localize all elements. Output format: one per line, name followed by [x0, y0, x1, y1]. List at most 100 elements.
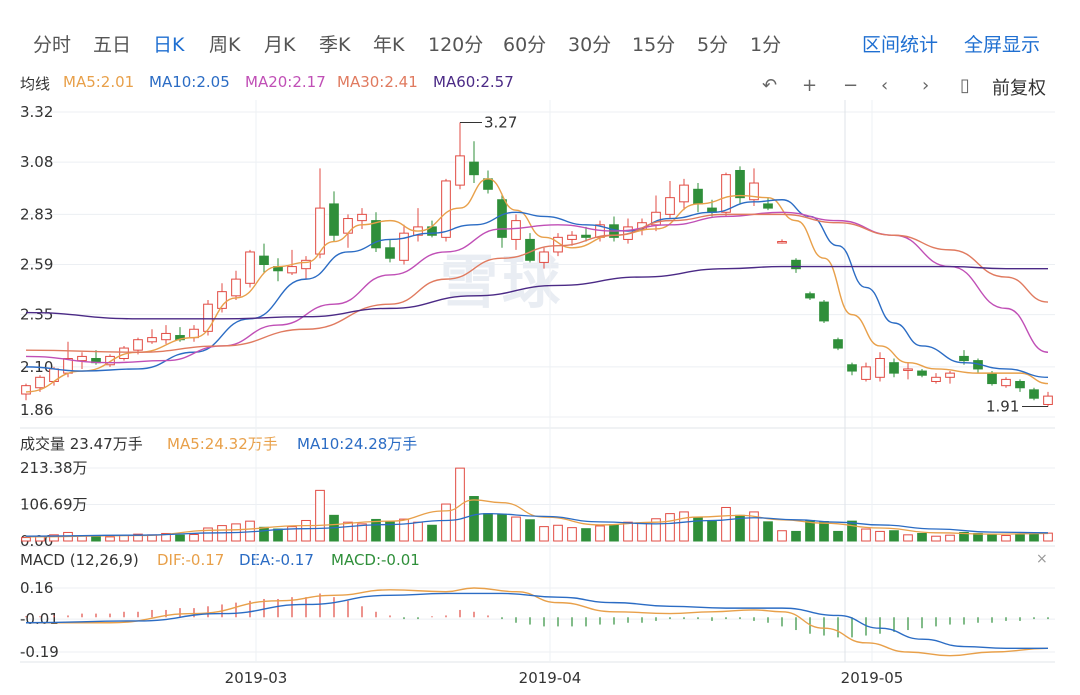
ma-legend-title: 均线 — [20, 75, 51, 93]
volume-bar — [357, 523, 367, 542]
volume-bar — [917, 532, 927, 542]
candle-body — [511, 220, 521, 240]
price-legend-item-0: MA5:2.01 — [63, 73, 135, 91]
volume-bar — [721, 506, 731, 542]
volume-bar — [483, 513, 493, 542]
range-stats-link[interactable]: 区间统计 — [862, 34, 939, 56]
candle-body — [945, 372, 955, 378]
volume-bar — [847, 520, 857, 542]
tab-period-12[interactable]: 1分 — [750, 34, 782, 56]
candle-body — [203, 303, 213, 332]
volume-ma-line-ma5 — [25, 499, 1049, 538]
volume-bar — [567, 527, 577, 542]
candle-body — [651, 211, 661, 226]
volume-bar — [511, 516, 521, 542]
zoom-out-icon[interactable]: − — [843, 75, 859, 96]
volume-bar — [861, 528, 871, 542]
candle-body — [777, 241, 787, 244]
macd-axis-label: -0.19 — [20, 643, 59, 661]
volume-bar — [203, 527, 213, 542]
candle-body — [483, 178, 493, 190]
candle-body — [497, 199, 507, 238]
fullscreen-link[interactable]: 全屏显示 — [964, 34, 1041, 56]
candle-body — [147, 337, 157, 343]
fuquan-toggle[interactable]: 前复权 — [992, 78, 1046, 99]
candle-body — [735, 169, 745, 199]
volume-bar — [819, 520, 829, 542]
tab-period-5[interactable]: 季K — [319, 34, 351, 56]
x-axis-label: 2019-04 — [519, 669, 582, 687]
volume-axis-label: 213.38万 — [20, 459, 88, 477]
price-axis-label: 2.35 — [20, 306, 53, 324]
price-axis-label: 3.08 — [20, 153, 53, 171]
tab-period-1[interactable]: 五日 — [93, 34, 132, 56]
volume-bar — [287, 526, 297, 542]
tab-period-4[interactable]: 月K — [264, 34, 296, 56]
pan-left-icon[interactable]: ‹ — [881, 75, 889, 96]
candle-body — [35, 376, 45, 389]
candle-body — [231, 278, 241, 297]
price-axis-label: 2.83 — [20, 205, 53, 223]
macd-axis-label: -0.01 — [20, 610, 59, 628]
volume-bar — [805, 519, 815, 542]
volume-bar — [777, 530, 787, 542]
vol-legend-item-2: MA10:24.28万手 — [297, 435, 418, 453]
candle-body — [399, 232, 409, 261]
low-price-label: 1.91 — [986, 398, 1019, 416]
candle-body — [259, 255, 269, 265]
volume-bar — [945, 534, 955, 542]
candle-body — [441, 180, 451, 238]
zoom-in-icon[interactable]: + — [802, 75, 818, 96]
tab-period-10[interactable]: 15分 — [632, 34, 676, 56]
macd-dea-line — [25, 592, 1048, 650]
close-icon[interactable]: × — [1036, 551, 1048, 567]
volume-bar — [525, 519, 535, 542]
volume-bar — [791, 530, 801, 542]
candle-body — [833, 339, 843, 349]
macd-dif-line — [26, 587, 1049, 657]
tab-period-2[interactable]: 日K — [153, 34, 185, 56]
volume-bar — [1015, 534, 1025, 542]
price-legend-item-4: MA60:2.57 — [433, 73, 514, 91]
volume-bar — [1043, 532, 1053, 542]
volume-bar — [959, 531, 969, 542]
tab-period-7[interactable]: 120分 — [428, 34, 484, 56]
volume-bar — [763, 521, 773, 542]
tab-period-9[interactable]: 30分 — [568, 34, 612, 56]
volume-bar — [889, 530, 899, 542]
volume-bar — [539, 526, 549, 542]
volume-bar — [455, 467, 465, 542]
tab-period-11[interactable]: 5分 — [697, 34, 729, 56]
candle-body — [819, 301, 829, 322]
candle-body — [791, 259, 801, 270]
volume-bar — [399, 518, 409, 542]
candle-body — [1001, 378, 1011, 387]
volume-bar — [469, 496, 479, 542]
candle-body — [931, 376, 941, 382]
volume-bar — [497, 513, 507, 542]
tab-period-6[interactable]: 年K — [373, 34, 405, 56]
candle-body — [455, 155, 465, 186]
tab-period-3[interactable]: 周K — [209, 34, 241, 56]
undo-icon[interactable]: ↶ — [762, 75, 778, 96]
candle-body — [889, 362, 899, 374]
candle-body — [539, 251, 549, 263]
tab-period-8[interactable]: 60分 — [503, 34, 547, 56]
ma-line-ma5 — [25, 178, 1049, 393]
candle-body — [245, 251, 255, 284]
candle-body — [693, 188, 703, 205]
candle-body — [805, 293, 815, 299]
volume-bar — [91, 536, 101, 542]
volume-bar — [133, 533, 143, 542]
candle-body — [469, 161, 479, 176]
candle-body — [987, 372, 997, 385]
volume-bar — [315, 489, 325, 542]
volume-bar — [413, 521, 423, 542]
candle-body — [679, 184, 689, 203]
tab-period-0[interactable]: 分时 — [33, 34, 72, 56]
volume-axis-label: 106.69万 — [20, 496, 88, 514]
candle-icon[interactable]: ▯ — [960, 75, 970, 96]
volume-bar — [595, 525, 605, 542]
pan-right-icon[interactable]: › — [922, 75, 930, 96]
